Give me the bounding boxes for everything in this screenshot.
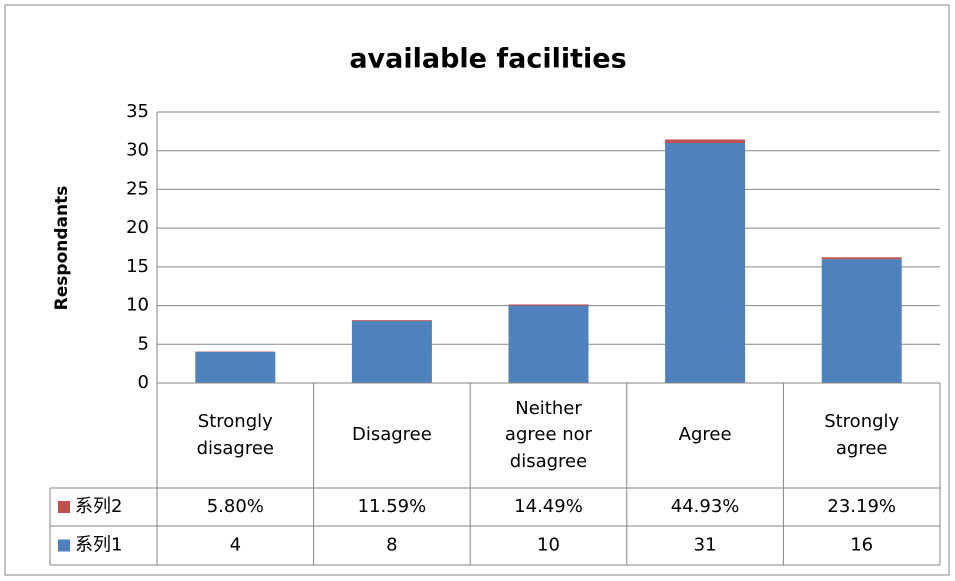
- legend-swatch: [58, 501, 70, 513]
- bar: [821, 257, 902, 260]
- chart-title: available facilities: [349, 44, 626, 75]
- x-tick-label: Strongly disagree: [196, 411, 274, 459]
- table-value: 31: [694, 535, 717, 556]
- y-tick-label: 25: [126, 178, 149, 199]
- y-axis-label: Respondants: [52, 186, 72, 311]
- x-tick-label: Strongly agree: [824, 411, 900, 459]
- y-tick-label: 30: [126, 140, 149, 161]
- table-value: 23.19%: [827, 496, 896, 517]
- y-tick-label: 5: [138, 333, 149, 354]
- bar: [665, 142, 746, 383]
- table-value: 16: [850, 535, 873, 556]
- table-value: 5.80%: [207, 496, 264, 517]
- y-tick-label: 20: [126, 217, 149, 238]
- table-value: 4: [230, 535, 241, 556]
- table-value: 8: [386, 535, 397, 556]
- bar: [821, 259, 902, 383]
- x-tick-label: Agree: [678, 424, 732, 446]
- y-tick-label: 15: [126, 256, 149, 277]
- y-tick-label: 10: [126, 295, 149, 316]
- table-value: 10: [537, 535, 560, 556]
- table-value: 44.93%: [671, 496, 740, 517]
- bar: [195, 352, 276, 383]
- legend-swatch: [58, 539, 70, 552]
- bar: [665, 139, 746, 143]
- chart-border: [4, 4, 950, 576]
- bar: [351, 320, 432, 322]
- legend-label: 系列2: [75, 496, 122, 517]
- table-value: 11.59%: [358, 496, 427, 517]
- bar: [508, 305, 589, 383]
- x-tick-label: Disagree: [351, 424, 432, 446]
- bar: [351, 321, 432, 383]
- y-tick-label: 35: [126, 101, 149, 122]
- y-tick-label: 0: [138, 372, 149, 393]
- bar: [508, 304, 589, 306]
- legend-label: 系列1: [75, 535, 122, 556]
- table-value: 14.49%: [514, 496, 583, 517]
- x-tick-label: Neither agree nor disagree: [504, 398, 593, 472]
